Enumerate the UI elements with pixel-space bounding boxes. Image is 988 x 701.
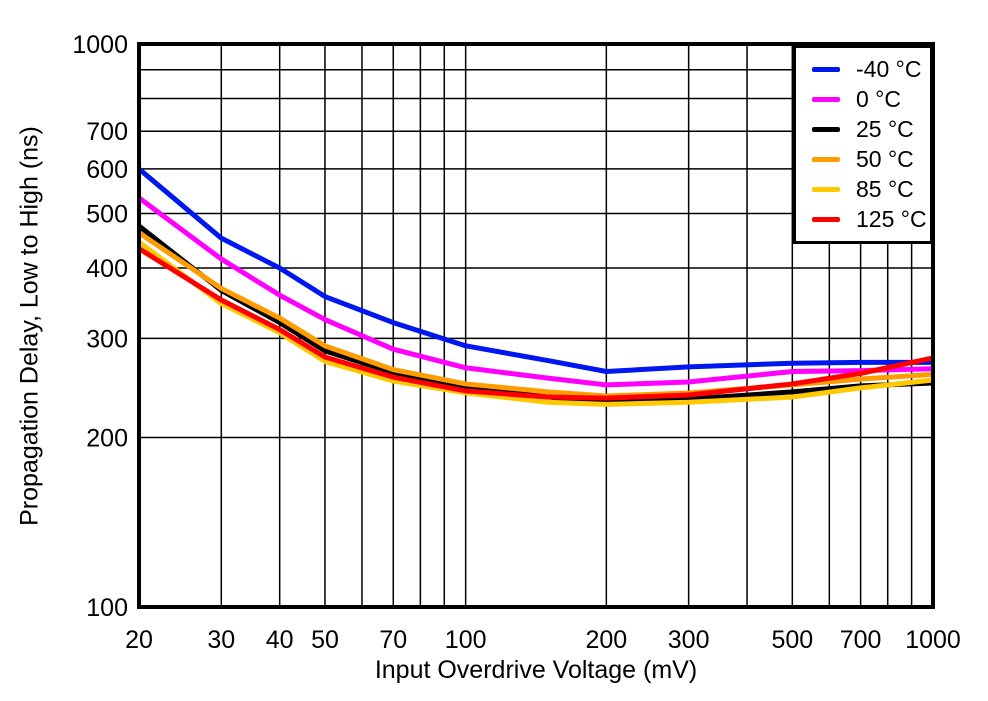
legend-item-label: 85 °C: [856, 176, 914, 203]
y-tick-label: 500: [86, 200, 128, 228]
y-tick-label: 1000: [72, 31, 128, 59]
x-tick-label: 50: [311, 626, 339, 654]
x-tick-label: 300: [668, 626, 710, 654]
y-tick-label: 600: [86, 156, 128, 184]
legend-swatch-line: [812, 187, 840, 193]
series-line--40: [137, 166, 933, 374]
legend-item-label: 25 °C: [856, 115, 914, 142]
legend-swatch-line: [812, 126, 840, 132]
legend-swatch-line: [812, 157, 840, 163]
legend-item: 85 °C: [804, 176, 922, 203]
x-tick-label: 200: [585, 626, 627, 654]
x-tick-label: 500: [771, 626, 813, 654]
legend-swatch-line: [812, 217, 840, 223]
y-tick-label: 300: [86, 325, 128, 353]
legend-item: 125 °C: [804, 206, 927, 233]
legend-swatch-line: [812, 96, 840, 102]
x-tick-label: 100: [445, 626, 487, 654]
series-line-0: [137, 195, 934, 388]
legend-swatch-line: [812, 66, 840, 72]
legend-item-label: -40 °C: [856, 55, 922, 82]
legend-item: 25 °C: [804, 116, 922, 143]
x-tick-label: 30: [207, 626, 235, 654]
x-axis-title: Input Overdrive Voltage (mV): [374, 656, 698, 684]
y-tick-label: 200: [86, 425, 128, 453]
legend-item: -40 °C: [804, 56, 922, 83]
x-tick-label: 20: [125, 626, 153, 654]
x-tick-label: 1000: [905, 626, 961, 654]
x-tick-label: 70: [379, 626, 407, 654]
legend-item: 50 °C: [804, 146, 922, 173]
x-tick-label: 40: [266, 626, 294, 654]
x-tick-label: 700: [840, 626, 882, 654]
y-tick-label: 700: [86, 118, 128, 146]
y-axis-title: Propagation Delay, Low to High (ns): [15, 126, 44, 526]
legend-item-label: 0 °C: [856, 85, 901, 112]
legend-item: 0 °C: [804, 86, 922, 113]
y-tick-label: 400: [86, 255, 128, 283]
legend-item-label: 125 °C: [856, 206, 927, 233]
legend: -40 °C 0 °C 25 °C 50 °C 85 °C 125 °C: [793, 45, 933, 244]
series-line-85: [137, 239, 934, 407]
legend-item-label: 50 °C: [856, 146, 914, 173]
plot-border: [137, 42, 935, 609]
y-tick-label: 100: [86, 594, 128, 622]
series-line-125: [137, 246, 934, 401]
